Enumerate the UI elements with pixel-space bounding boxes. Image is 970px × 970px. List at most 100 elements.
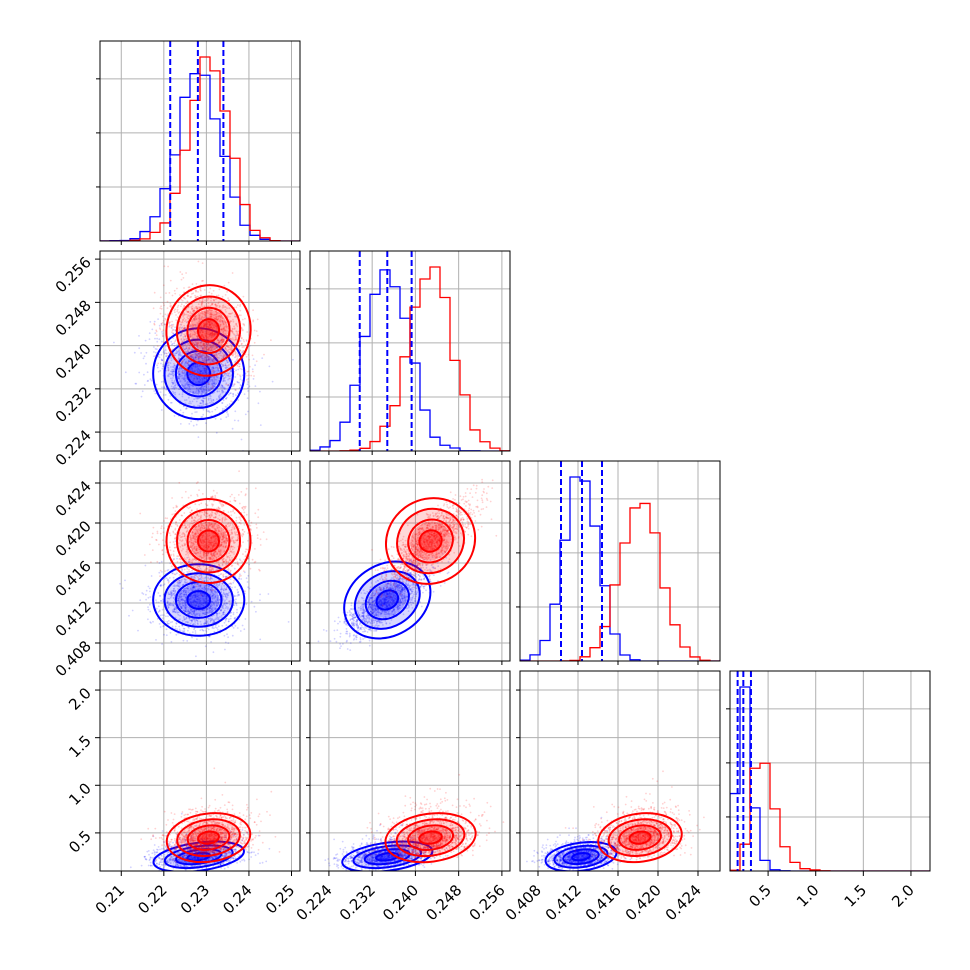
scatter-point xyxy=(214,303,217,306)
scatter-point xyxy=(181,371,184,374)
scatter-point xyxy=(201,354,204,357)
scatter-point xyxy=(216,398,218,401)
scatter-point xyxy=(189,373,192,376)
scatter-point xyxy=(163,614,165,616)
scatter-point xyxy=(171,342,174,345)
scatter-point xyxy=(204,359,206,361)
scatter-point xyxy=(210,367,213,369)
scatter-point xyxy=(203,347,206,350)
scatter-point xyxy=(210,414,213,417)
scatter-point xyxy=(186,362,189,364)
scatter-point xyxy=(161,553,164,556)
scatter-point xyxy=(176,351,179,353)
scatter-point xyxy=(239,630,242,632)
scatter-point xyxy=(201,315,204,318)
scatter-point xyxy=(208,347,210,350)
scatter-point xyxy=(183,387,186,390)
scatter-point xyxy=(221,320,224,322)
scatter-point xyxy=(193,362,196,365)
scatter-point xyxy=(170,359,173,362)
scatter-point xyxy=(195,342,198,344)
scatter-point xyxy=(191,293,193,295)
scatter-point xyxy=(219,394,221,397)
scatter-point xyxy=(193,343,195,346)
scatter-point xyxy=(199,306,202,309)
scatter-point xyxy=(209,329,212,331)
scatter-point xyxy=(184,399,186,402)
scatter-point xyxy=(174,366,177,369)
scatter-point xyxy=(201,334,204,336)
scatter-point xyxy=(214,354,217,357)
scatter-point xyxy=(201,365,204,367)
scatter-point xyxy=(227,384,229,387)
scatter-point xyxy=(248,385,251,388)
scatter-point xyxy=(209,361,212,364)
scatter-point xyxy=(223,374,226,377)
scatter-point xyxy=(203,377,206,380)
scatter-point xyxy=(212,367,215,370)
scatter-point xyxy=(208,365,211,368)
scatter-point xyxy=(178,625,181,628)
scatter-point xyxy=(183,340,185,342)
scatter-point xyxy=(253,329,256,332)
scatter-point xyxy=(211,373,214,375)
scatter-point xyxy=(200,289,202,292)
scatter-point xyxy=(195,400,198,403)
scatter-point xyxy=(216,319,219,321)
scatter-point xyxy=(182,277,185,279)
scatter-point xyxy=(212,333,214,336)
scatter-point xyxy=(209,332,212,335)
scatter-point xyxy=(222,390,225,393)
scatter-point xyxy=(205,403,208,406)
scatter-point xyxy=(197,436,200,438)
scatter-point xyxy=(243,524,246,526)
scatter-point xyxy=(245,513,248,516)
scatter-point xyxy=(196,337,199,339)
scatter-point xyxy=(170,366,172,368)
scatter-point xyxy=(167,351,170,354)
scatter-point xyxy=(202,349,205,352)
scatter-point xyxy=(191,350,193,353)
scatter-point xyxy=(186,581,189,584)
scatter-point xyxy=(174,326,177,329)
scatter-point xyxy=(141,390,144,393)
scatter-point xyxy=(191,356,193,359)
scatter-point xyxy=(246,548,249,551)
scatter-point xyxy=(209,329,212,332)
scatter-point xyxy=(197,341,200,344)
scatter-point xyxy=(192,379,195,382)
scatter-point xyxy=(216,376,219,379)
scatter-point xyxy=(187,350,190,353)
scatter-point xyxy=(153,351,155,353)
scatter-point xyxy=(196,377,199,380)
scatter-point xyxy=(189,345,191,347)
scatter-point xyxy=(220,313,223,316)
scatter-point xyxy=(207,310,210,313)
scatter-point xyxy=(254,385,257,387)
scatter-point xyxy=(200,576,203,579)
scatter-point xyxy=(181,329,184,331)
scatter-point xyxy=(209,326,212,329)
scatter-point xyxy=(241,374,244,377)
scatter-point xyxy=(217,369,220,372)
scatter-point xyxy=(196,335,198,337)
scatter-point xyxy=(204,368,207,371)
scatter-point xyxy=(227,281,230,284)
scatter-point xyxy=(215,331,218,333)
histogram-series-1 xyxy=(730,762,930,871)
scatter-point xyxy=(166,300,169,303)
scatter-point xyxy=(229,338,232,341)
scatter-point xyxy=(232,338,235,341)
scatter-point xyxy=(183,305,186,308)
scatter-point xyxy=(199,379,202,382)
scatter-point xyxy=(193,307,196,309)
scatter-point xyxy=(241,346,244,349)
scatter-point xyxy=(220,333,222,335)
scatter-point xyxy=(201,415,204,418)
scatter-point xyxy=(209,329,212,332)
scatter-point xyxy=(214,356,217,358)
scatter-point xyxy=(173,558,176,560)
scatter-point xyxy=(234,356,236,359)
scatter-point xyxy=(201,357,203,360)
scatter-point xyxy=(215,344,218,347)
